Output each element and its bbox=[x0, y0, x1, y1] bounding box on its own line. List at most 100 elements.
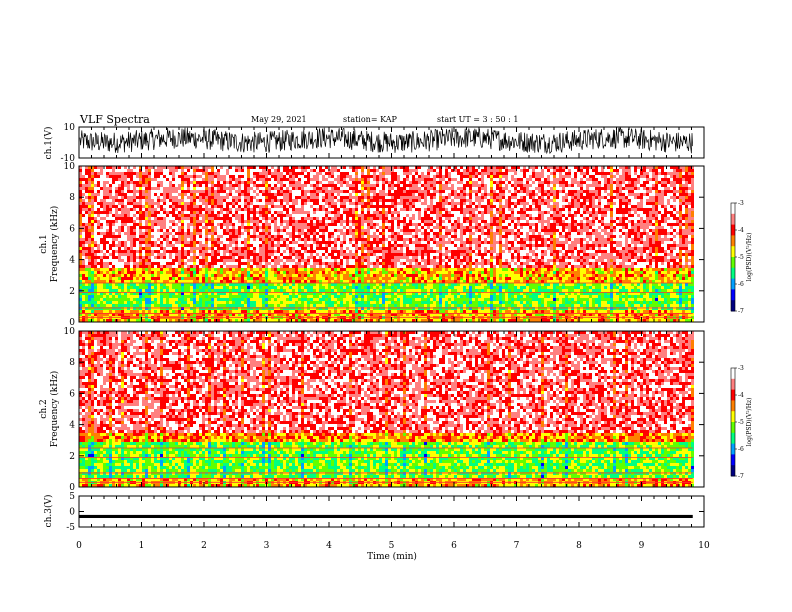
ch1-spectrogram-cell bbox=[355, 247, 358, 250]
ch1-spectrogram-cell bbox=[169, 292, 172, 295]
ch1-spectrogram-cell bbox=[106, 274, 109, 277]
ch1-spectrogram-cell bbox=[337, 268, 340, 271]
ch1-spectrogram-cell bbox=[271, 178, 274, 181]
ch1-spectrogram-cell bbox=[175, 181, 178, 184]
ch1-spectrogram-cell bbox=[124, 196, 127, 199]
ch1-spectrogram-cell bbox=[304, 205, 307, 208]
ch1-spectrogram-cell bbox=[106, 301, 109, 304]
ch1-spectrogram-cell bbox=[262, 169, 265, 172]
ch1-spectrogram-cell bbox=[118, 202, 121, 205]
ch1-spectrogram-cell bbox=[136, 208, 139, 211]
ch1-spectrogram-cell bbox=[190, 274, 193, 277]
ch1-spectrogram-cell bbox=[100, 286, 103, 289]
ch1-spectrogram-cell bbox=[244, 274, 247, 277]
ch1-spectrogram-cell bbox=[91, 187, 94, 190]
ch1-spectrogram-cell bbox=[313, 301, 316, 304]
ch1-spectrogram-cell bbox=[94, 250, 97, 253]
ch1-spectrogram-cell bbox=[229, 217, 232, 220]
ch1-spectrogram-cell bbox=[259, 298, 262, 301]
ch1-spectrogram-cell bbox=[241, 238, 244, 241]
ch1-spectrogram-cell bbox=[199, 256, 202, 259]
ch1-spectrogram-cell bbox=[334, 202, 337, 205]
ch1-spectrogram-cell bbox=[238, 277, 241, 280]
ch1-spectrogram-cell bbox=[226, 265, 229, 268]
ch1-spectrogram-cell bbox=[112, 298, 115, 301]
ch1-spectrogram-cell bbox=[322, 301, 325, 304]
ch1-spectrogram-cell bbox=[199, 295, 202, 298]
ch1-spectrogram-cell bbox=[358, 202, 361, 205]
ch1-spectrogram-cell bbox=[295, 199, 298, 202]
ch1-spectrogram-cell bbox=[295, 205, 298, 208]
ch1-spectrogram-cell bbox=[331, 286, 334, 289]
ch1-spectrogram-cell bbox=[241, 193, 244, 196]
ch1-spectrogram-cell bbox=[193, 268, 196, 271]
ch1-spectrogram-cell bbox=[97, 241, 100, 244]
ch1-spectrogram-cell bbox=[151, 196, 154, 199]
ch1-spectrogram-cell bbox=[283, 241, 286, 244]
ch1-spectrogram-cell bbox=[265, 253, 268, 256]
ch1-spectrogram-cell bbox=[133, 265, 136, 268]
ch1-spectrogram-cell bbox=[124, 268, 127, 271]
ch1-spectrogram-cell bbox=[313, 181, 316, 184]
ch1-spectrogram-cell bbox=[205, 313, 208, 316]
ch1-spectrogram-cell bbox=[226, 271, 229, 274]
ch1-spectrogram-cell bbox=[124, 274, 127, 277]
ch1-spectrogram-cell bbox=[145, 259, 148, 262]
ch1-spectrogram-cell bbox=[88, 244, 91, 247]
ch1-spectrogram-cell bbox=[196, 295, 199, 298]
ch1-spectrogram-cell bbox=[91, 259, 94, 262]
ch1-spectrogram-cell bbox=[304, 223, 307, 226]
ch1-spectrogram-cell bbox=[160, 184, 163, 187]
ch1-spectrogram-cell bbox=[118, 244, 121, 247]
ch1-spectrogram-cell bbox=[355, 283, 358, 286]
ch1-spectrogram-cell bbox=[124, 310, 127, 313]
ch1-spectrogram-cell bbox=[133, 232, 136, 235]
ch1-spectrogram-cell bbox=[331, 211, 334, 214]
ch1-spectrogram-cell bbox=[268, 310, 271, 313]
ch1-spectrogram-cell bbox=[148, 196, 151, 199]
ch1-spectrogram-cell bbox=[250, 205, 253, 208]
ch1-spectrogram-cell bbox=[325, 166, 328, 169]
ch1-spectrogram-cell bbox=[238, 223, 241, 226]
ch1-spectrogram-cell bbox=[295, 178, 298, 181]
ch1-spectrogram-cell bbox=[292, 256, 295, 259]
ch1-spectrogram-cell bbox=[145, 229, 148, 232]
ch1-spectrogram-cell bbox=[127, 178, 130, 181]
ch1-spectrogram-cell bbox=[172, 256, 175, 259]
ch1-spectrogram-cell bbox=[109, 166, 112, 169]
ch1-spectrogram-cell bbox=[241, 217, 244, 220]
ch1-spectrogram-cell bbox=[85, 190, 88, 193]
ch1-spectrogram-cell bbox=[103, 253, 106, 256]
ch1-spectrogram-cell bbox=[136, 310, 139, 313]
ch1-spectrogram-cell bbox=[211, 244, 214, 247]
ch1-spectrogram-cell bbox=[343, 211, 346, 214]
ch1-spectrogram-cell bbox=[205, 208, 208, 211]
ch1-spectrogram-cell bbox=[259, 286, 262, 289]
ch1-spectrogram-cell bbox=[343, 286, 346, 289]
ch1-spectrogram-cell bbox=[202, 265, 205, 268]
ch1-spectrogram-cell bbox=[202, 205, 205, 208]
ch1-spectrogram-cell bbox=[292, 262, 295, 265]
ch1-spectrogram-cell bbox=[142, 205, 145, 208]
ch1-spectrogram-cell bbox=[343, 259, 346, 262]
ch1-spectrogram-cell bbox=[157, 181, 160, 184]
ch1-spectrogram-cell bbox=[139, 310, 142, 313]
ch1-spectrogram-cell bbox=[193, 244, 196, 247]
ch1-spectrogram-cell bbox=[127, 262, 130, 265]
ch1-spectrogram-cell bbox=[286, 169, 289, 172]
ch1-spectrogram-cell bbox=[307, 232, 310, 235]
ch1-spectrogram-cell bbox=[136, 202, 139, 205]
ch1-spectrogram-cell bbox=[169, 319, 172, 322]
ch1-spectrogram-cell bbox=[253, 280, 256, 283]
ch1-spectrogram-cell bbox=[340, 310, 343, 313]
ch1-spectrogram-cell bbox=[136, 181, 139, 184]
ch1-spectrogram-cell bbox=[202, 280, 205, 283]
ch1-spectrogram-cell bbox=[145, 166, 148, 169]
ch1-spectrogram-cell bbox=[316, 298, 319, 301]
ch1-spectrogram-cell bbox=[352, 172, 355, 175]
ch1-spectrogram-cell bbox=[136, 301, 139, 304]
ch1-spectrogram-cell bbox=[100, 265, 103, 268]
ch1-spectrogram-cell bbox=[175, 178, 178, 181]
ch1-spectrogram-cell bbox=[208, 181, 211, 184]
ch1-spectrogram-cell bbox=[142, 301, 145, 304]
